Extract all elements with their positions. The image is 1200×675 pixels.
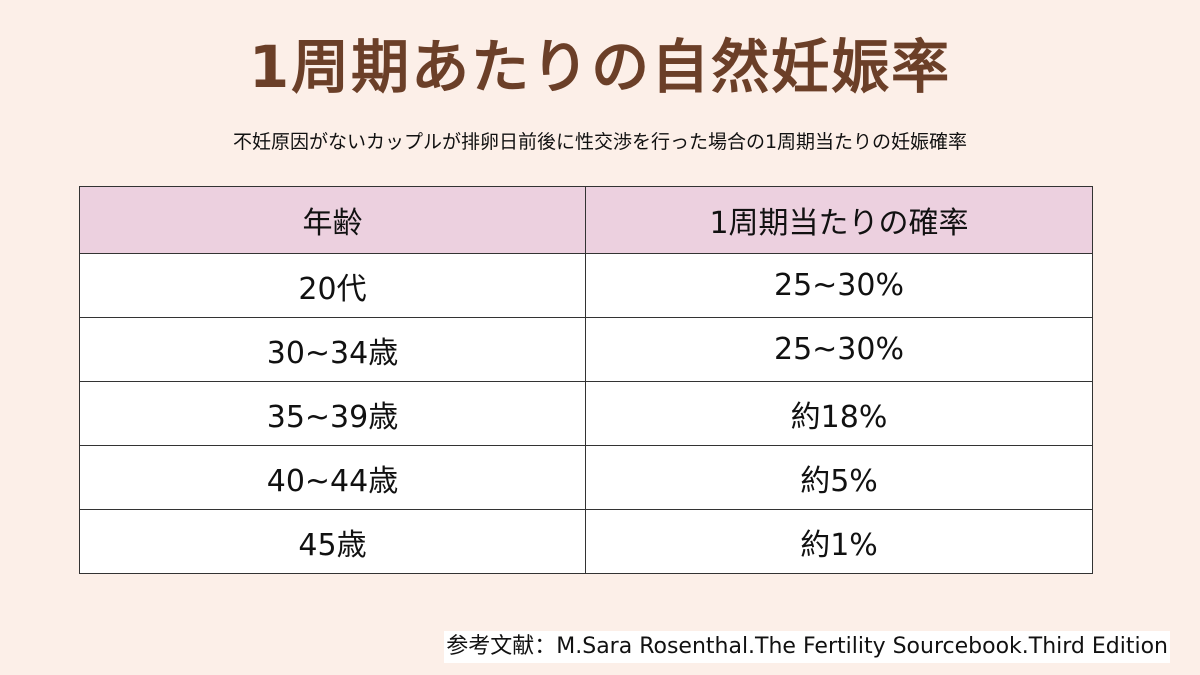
table-row: 20代 25~30% [79,253,1093,318]
rate-cell: 約5% [585,445,1093,510]
rate-cell: 約1% [585,509,1093,574]
age-cell: 45歳 [79,509,586,574]
table-row: 35~39歳 約18% [79,381,1093,446]
rate-cell: 約18% [585,381,1093,446]
header-rate: 1周期当たりの確率 [585,186,1093,254]
table-row: 30~34歳 25~30% [79,317,1093,382]
age-cell: 40~44歳 [79,445,586,510]
pregnancy-rate-table: 年齢 1周期当たりの確率 20代 25~30% 30~34歳 25~30% 35… [79,186,1093,574]
table-header-row: 年齢 1周期当たりの確率 [79,186,1093,254]
header-age: 年齢 [79,186,586,254]
table-row: 40~44歳 約5% [79,445,1093,510]
rate-cell: 25~30% [585,253,1093,318]
page-subtitle: 不妊原因がないカップルが排卵日前後に性交渉を行った場合の1周期当たりの妊娠確率 [232,131,968,153]
rate-cell: 25~30% [585,317,1093,382]
page-title: 1周期あたりの自然妊娠率 [248,33,952,101]
age-cell: 30~34歳 [79,317,586,382]
age-cell: 20代 [79,253,586,318]
age-cell: 35~39歳 [79,381,586,446]
reference-citation: 参考文献：M.Sara Rosenthal.The Fertility Sour… [444,631,1170,663]
table-row: 45歳 約1% [79,509,1093,574]
